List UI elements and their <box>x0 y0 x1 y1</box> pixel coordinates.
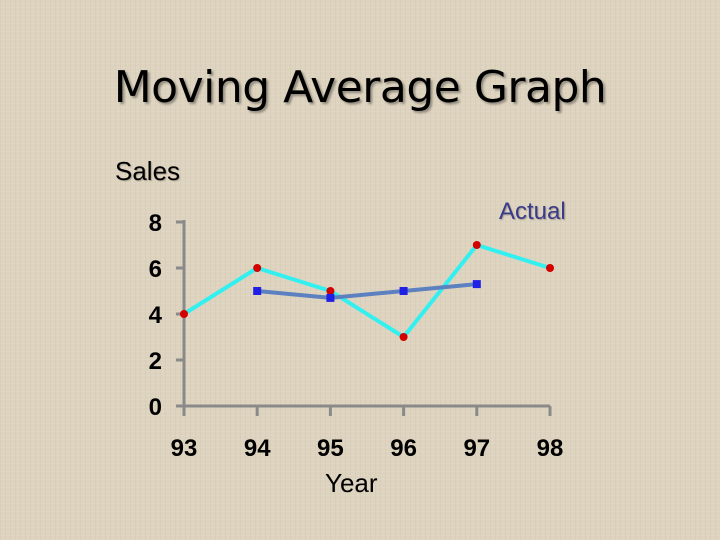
series-line-1 <box>257 282 477 300</box>
data-point-s1-96 <box>399 287 408 295</box>
data-point-s0-96 <box>399 333 408 341</box>
series-label-actual: Actual <box>499 198 566 225</box>
data-point-s1-94 <box>253 287 262 295</box>
y-tick-label-8: 8 <box>149 210 162 237</box>
data-point-s0-98 <box>546 264 554 272</box>
data-point-s1-95 <box>326 293 335 302</box>
slide-title: Moving Average Graph <box>113 62 607 113</box>
data-point-s0-95 <box>326 287 335 295</box>
data-point-s0-93 <box>180 310 188 318</box>
y-axis-label: Sales <box>115 156 181 186</box>
x-tick-label-94: 94 <box>244 435 271 462</box>
series-lines <box>182 243 551 339</box>
series-markers <box>180 241 554 341</box>
x-tick-label-97: 97 <box>463 435 490 462</box>
data-point-s1-97 <box>472 280 481 289</box>
data-point-s0-94 <box>253 264 262 272</box>
x-tick-label-93: 93 <box>171 435 198 462</box>
y-tick-label-6: 6 <box>149 256 162 283</box>
y-tick-label-2: 2 <box>149 348 162 375</box>
x-axis-label: Year <box>325 468 378 498</box>
data-point-s0-97 <box>472 241 481 249</box>
x-tick-label-95: 95 <box>317 435 344 462</box>
tick-labels: 0 2 4 6 8 93 94 95 96 97 98 <box>149 210 564 462</box>
y-tick-label-4: 4 <box>149 302 163 329</box>
x-tick-label-98: 98 <box>537 435 564 462</box>
x-tick-label-96: 96 <box>390 435 417 462</box>
series-line-0 <box>182 243 551 339</box>
y-tick-label-0: 0 <box>149 394 162 421</box>
